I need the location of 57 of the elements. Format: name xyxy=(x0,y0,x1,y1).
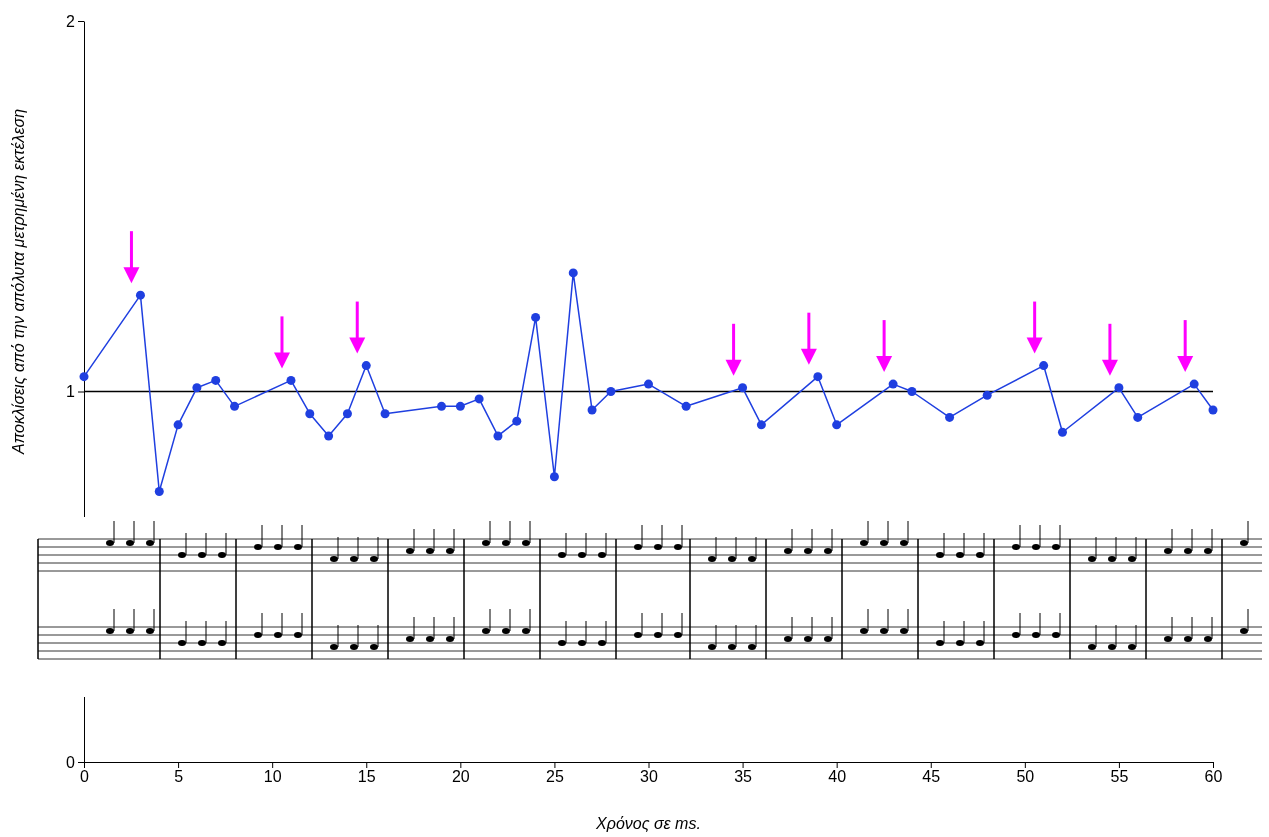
point xyxy=(192,383,202,393)
point xyxy=(135,290,145,300)
point xyxy=(756,420,766,430)
x-tick-label: 60 xyxy=(1204,768,1223,786)
point xyxy=(305,409,315,419)
x-tick-label: 10 xyxy=(263,768,282,786)
point xyxy=(455,401,465,411)
point xyxy=(888,379,898,389)
point xyxy=(587,405,597,415)
x-tick-label: 0 xyxy=(80,768,90,786)
point xyxy=(568,268,578,278)
y-tick-label: 2 xyxy=(66,12,76,30)
x-tick-label: 25 xyxy=(546,768,564,786)
point xyxy=(342,409,352,419)
y-tick-label: 1 xyxy=(66,383,76,401)
point xyxy=(173,420,183,430)
point xyxy=(1189,379,1199,389)
point xyxy=(681,401,691,411)
x-tick-label: 55 xyxy=(1110,768,1129,786)
point xyxy=(832,420,842,430)
point xyxy=(286,375,296,385)
y-tick-label: 0 xyxy=(66,753,76,771)
point xyxy=(1114,383,1124,393)
point xyxy=(982,390,992,400)
point xyxy=(211,375,221,385)
x-tick-label: 30 xyxy=(640,768,658,786)
x-tick-label: 40 xyxy=(828,768,847,786)
x-tick-label: 45 xyxy=(922,768,941,786)
point xyxy=(79,372,89,382)
x-axis-title: Χρόνος σε ms. xyxy=(595,815,701,832)
point xyxy=(644,379,653,389)
y-axis-title: Αποκλίσεις από την απόλυτα μετρημένη εκτέλεση xyxy=(10,108,27,456)
point xyxy=(474,394,484,404)
point xyxy=(1208,405,1218,415)
point xyxy=(738,383,748,393)
point xyxy=(945,412,955,422)
point xyxy=(361,361,371,371)
point xyxy=(907,387,917,396)
point xyxy=(1039,361,1049,371)
x-tick-label: 15 xyxy=(357,768,376,786)
point xyxy=(1057,427,1067,437)
x-tick-label: 5 xyxy=(174,768,184,786)
point xyxy=(606,387,616,396)
point xyxy=(324,431,334,441)
point xyxy=(380,409,390,419)
point xyxy=(493,431,503,441)
point xyxy=(813,372,823,382)
x-tick-label: 20 xyxy=(451,768,470,786)
point xyxy=(1133,412,1143,422)
point xyxy=(437,401,447,411)
point xyxy=(230,401,240,411)
point xyxy=(531,312,541,322)
point xyxy=(512,416,522,426)
point xyxy=(549,472,559,482)
x-tick-label: 50 xyxy=(1016,768,1035,786)
point xyxy=(154,487,164,497)
x-tick-label: 35 xyxy=(734,768,753,786)
